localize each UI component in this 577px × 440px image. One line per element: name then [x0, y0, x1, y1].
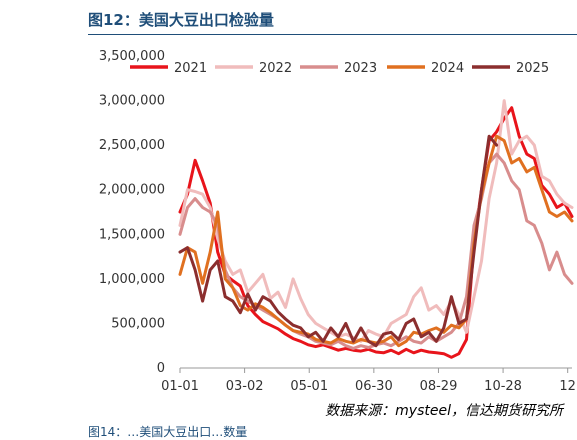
chart: 0 500,000 1,000,000 1,500,000 2,000,000 2,500…: [99, 49, 576, 394]
series-line-2021: [178, 106, 574, 359]
x-tick-label: 12: [559, 379, 576, 394]
y-tick-label: 2,500,000: [99, 138, 165, 153]
legend-label-2024: 2024: [431, 61, 464, 76]
legend-label-2023: 2023: [344, 61, 377, 76]
y-tick-label: 2,000,000: [99, 183, 165, 198]
series-line-2022: [178, 99, 574, 343]
series-line-2025: [178, 134, 499, 348]
series-line-2023: [178, 152, 574, 350]
x-tick-label: 08-29: [420, 379, 458, 394]
series-line-2024: [178, 134, 574, 348]
y-tick-label: 3,000,000: [99, 94, 165, 109]
x-tick-label: 03-02: [226, 379, 264, 394]
legend-label-2021: 2021: [174, 61, 207, 76]
y-tick-label: 1,000,000: [99, 272, 165, 287]
legend-label-2025: 2025: [516, 61, 549, 76]
next-figure-caption: 图14：…美国大豆出口…数量: [88, 425, 248, 439]
x-tick-label: 10-28: [484, 379, 522, 394]
y-tick-label: 0: [157, 361, 165, 376]
x-tick-label: 01-01: [161, 379, 199, 394]
x-tick-label: 06-30: [355, 379, 393, 394]
source-note: 数据来源：mysteel，信达期货研究所: [325, 403, 563, 419]
chart-title: 图12：美国大豆出口检验量: [88, 11, 274, 29]
y-tick-label: 500,000: [111, 316, 165, 331]
legend-label-2022: 2022: [259, 61, 292, 76]
x-tick-label: 05-01: [290, 379, 328, 394]
y-tick-label: 3,500,000: [99, 49, 165, 64]
title-bar: 图12：美国大豆出口检验量: [88, 6, 577, 35]
y-tick-label: 1,500,000: [99, 227, 165, 242]
